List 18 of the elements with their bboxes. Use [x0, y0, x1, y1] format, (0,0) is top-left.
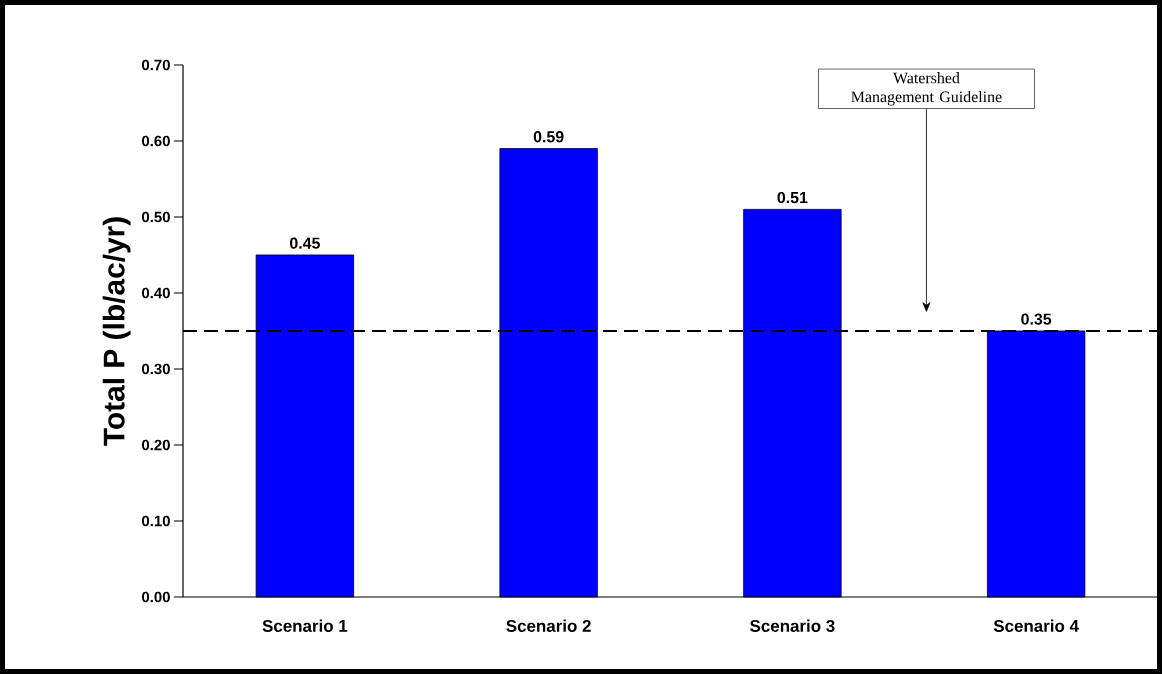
x-tick-label: Scenario 1: [262, 619, 348, 632]
y-tick-label: 0.70: [142, 59, 170, 71]
x-tick-label: Scenario 2: [506, 619, 591, 632]
y-tick-label: 0.50: [142, 211, 170, 223]
data-label: 0.45: [290, 237, 320, 249]
x-tick-label: Scenario 3: [750, 619, 835, 632]
y-tick-label: 0.20: [142, 439, 170, 451]
y-axis-title: Total P (lb/ac/yr): [102, 217, 131, 446]
y-tick-label: 0.60: [142, 135, 170, 147]
ref-line-label: Watershed Management Guideline: [851, 72, 1002, 106]
y-tick-label: 0.30: [142, 363, 170, 375]
y-tick-label: 0.10: [142, 515, 170, 527]
data-label: 0.51: [777, 191, 808, 204]
y-tick-label: 0.00: [142, 591, 170, 603]
data-label: 0.59: [533, 131, 564, 143]
y-tick-label: 0.40: [142, 287, 170, 299]
x-tick-label: Scenario 4: [993, 619, 1079, 632]
data-label: 0.35: [1021, 313, 1052, 325]
